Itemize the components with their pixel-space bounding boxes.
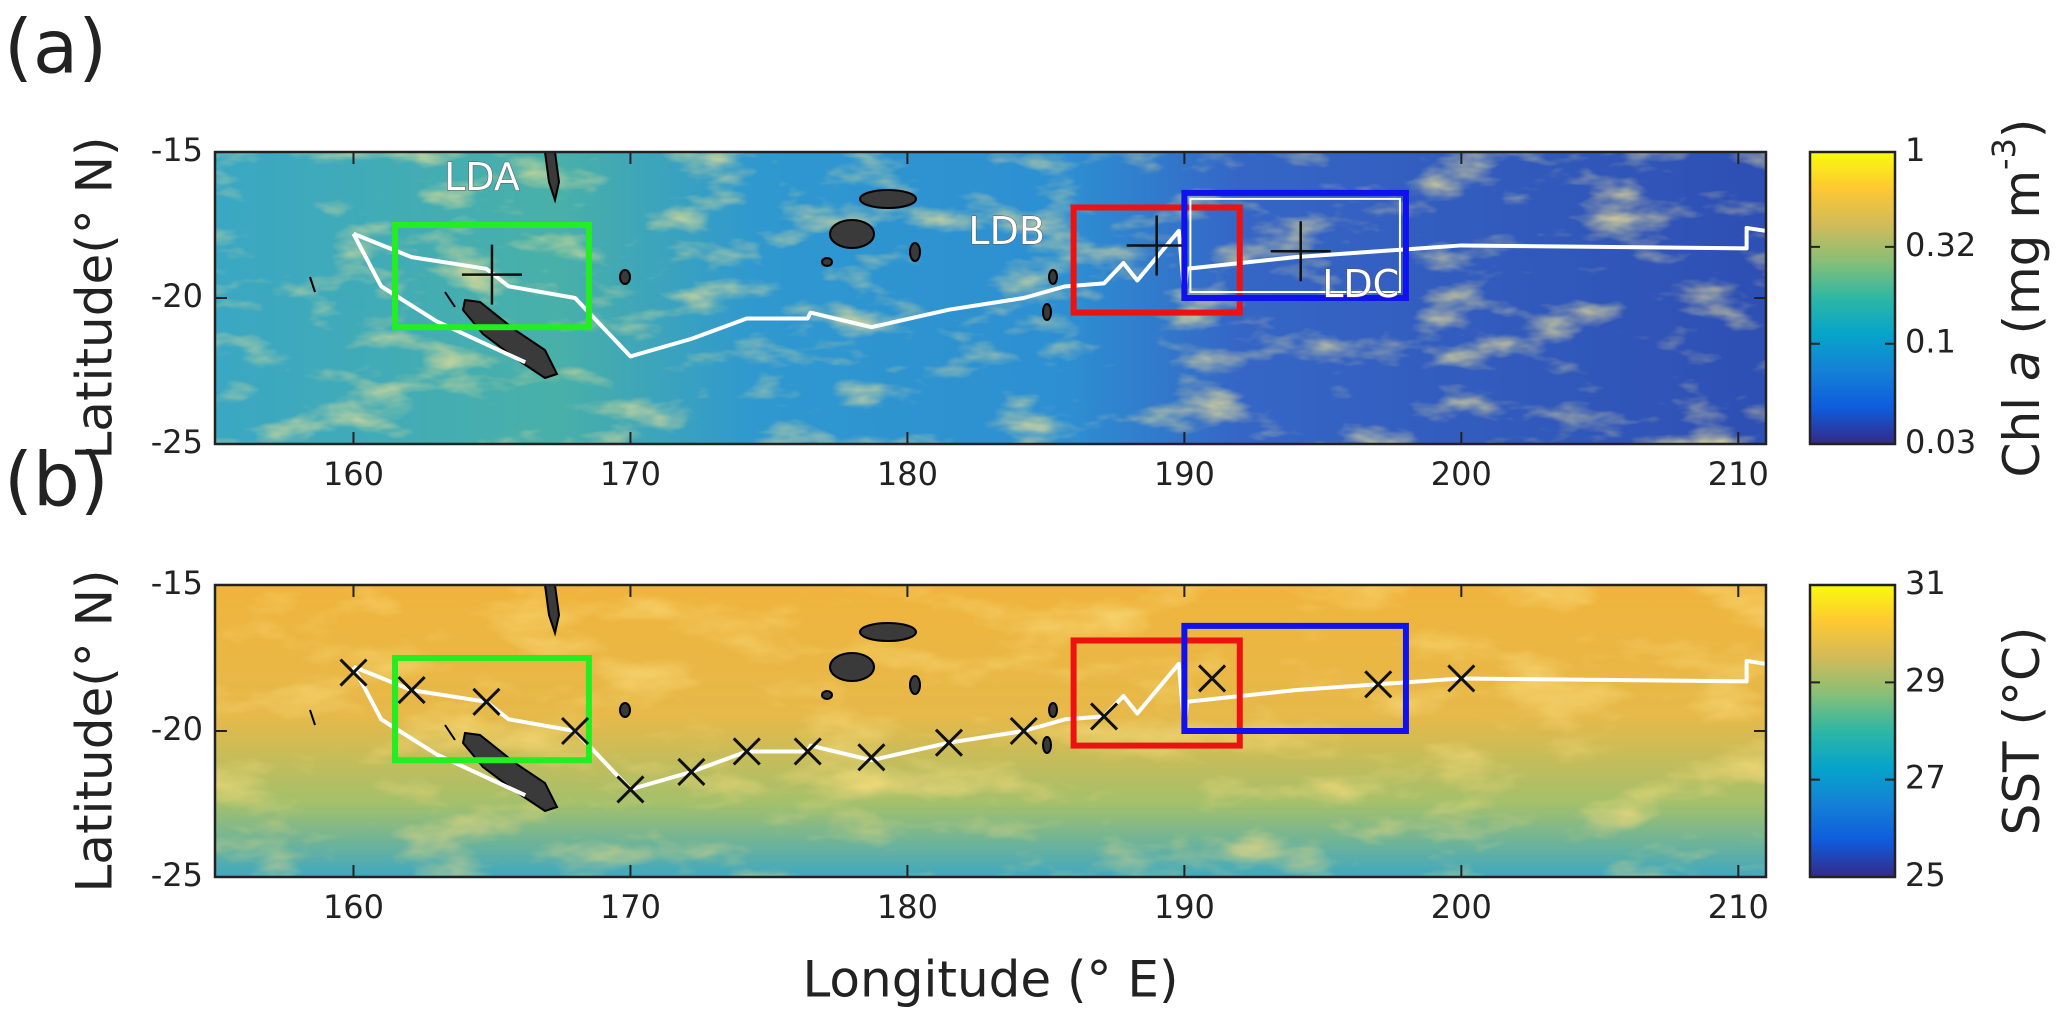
y-tick-label: -25 [151, 856, 203, 894]
station-x [397, 676, 426, 705]
region-box [1181, 189, 1409, 302]
region-box [1070, 204, 1243, 316]
station-x [1089, 702, 1119, 731]
x-tick-label: 180 [877, 455, 938, 493]
cruise-track [352, 225, 1766, 359]
y-tick-label: -15 [151, 131, 203, 169]
x-axis-label: Longitude (° E) [802, 951, 1178, 1009]
colorbar-tick-label: 0.1 [1905, 323, 1956, 361]
colorbar-tick-label: 27 [1905, 759, 1946, 797]
colorbar-tick-label: 0.03 [1905, 423, 1976, 461]
x-tick-label: 160 [323, 455, 384, 493]
station-x [1009, 716, 1038, 746]
y-tick-label: -20 [151, 277, 203, 315]
x-tick-label: 160 [323, 888, 384, 926]
site-label: LDC [1322, 262, 1399, 306]
region-inner-box [1189, 197, 1401, 294]
site-cross [1270, 221, 1331, 282]
colorbar-tick-label: 31 [1905, 564, 1946, 602]
field-texture [215, 585, 1766, 877]
region-box [392, 655, 592, 764]
panel-label: (a) [4, 5, 107, 91]
colorbar [1808, 583, 1897, 879]
station-x [1364, 670, 1393, 699]
site-label: LDA [444, 155, 520, 199]
x-tick-label: 210 [1708, 455, 1769, 493]
colorbar-label: Chl a (mg m-3) [1985, 119, 2051, 478]
colorbar-label-part: ) [1993, 119, 2051, 139]
y-axis-label: Latitude(° N) [66, 136, 124, 459]
station-x [616, 775, 645, 804]
y-tick-label: -15 [151, 564, 203, 602]
colorbar-tick-label: 29 [1905, 661, 1946, 699]
colorbar-label-part: a [1993, 350, 2051, 381]
station-x [339, 658, 368, 687]
map-area [215, 585, 1766, 877]
colorbar-label-part: Chl [1993, 381, 2051, 477]
region-box [1181, 622, 1409, 735]
station-x [560, 716, 590, 746]
colorbar-tick-label: 25 [1905, 856, 1946, 894]
station-x [472, 687, 501, 716]
colorbar-label-part: SST (°C) [1993, 627, 2051, 836]
colorbar-label-part: -3 [1985, 138, 2023, 170]
y-axis-label: Latitude(° N) [66, 569, 124, 892]
colorbar-tick-label: 1 [1905, 131, 1925, 169]
station-x [677, 757, 706, 786]
colorbar [1808, 150, 1897, 446]
x-tick-label: 200 [1431, 455, 1492, 493]
site-label: LDB [968, 209, 1045, 253]
field-texture [215, 152, 1766, 444]
station-x [1198, 664, 1227, 693]
station-x [1447, 664, 1476, 693]
region-box [1070, 637, 1243, 749]
x-tick-label: 170 [600, 455, 661, 493]
cruise-track [351, 665, 527, 798]
panel-label: (b) [4, 438, 109, 524]
site-cross [461, 244, 522, 305]
colorbar-label: SST (°C) [1993, 627, 2051, 836]
map-area [215, 152, 1766, 444]
x-tick-label: 200 [1431, 888, 1492, 926]
y-tick-label: -20 [151, 710, 203, 748]
x-tick-label: 180 [877, 888, 938, 926]
station-x [857, 743, 886, 772]
x-tick-label: 210 [1708, 888, 1769, 926]
region-box [392, 222, 592, 331]
x-tick-label: 190 [1154, 455, 1215, 493]
x-tick-label: 190 [1154, 888, 1215, 926]
y-tick-label: -25 [151, 423, 203, 461]
station-x [934, 728, 964, 757]
colorbar-tick-label: 0.32 [1905, 226, 1976, 264]
colorbar-label-part: (mg m [1993, 170, 2051, 350]
station-x [793, 737, 822, 766]
site-cross [1126, 215, 1187, 276]
station-x [732, 737, 761, 766]
cruise-track [351, 232, 527, 365]
x-tick-label: 170 [600, 888, 661, 926]
